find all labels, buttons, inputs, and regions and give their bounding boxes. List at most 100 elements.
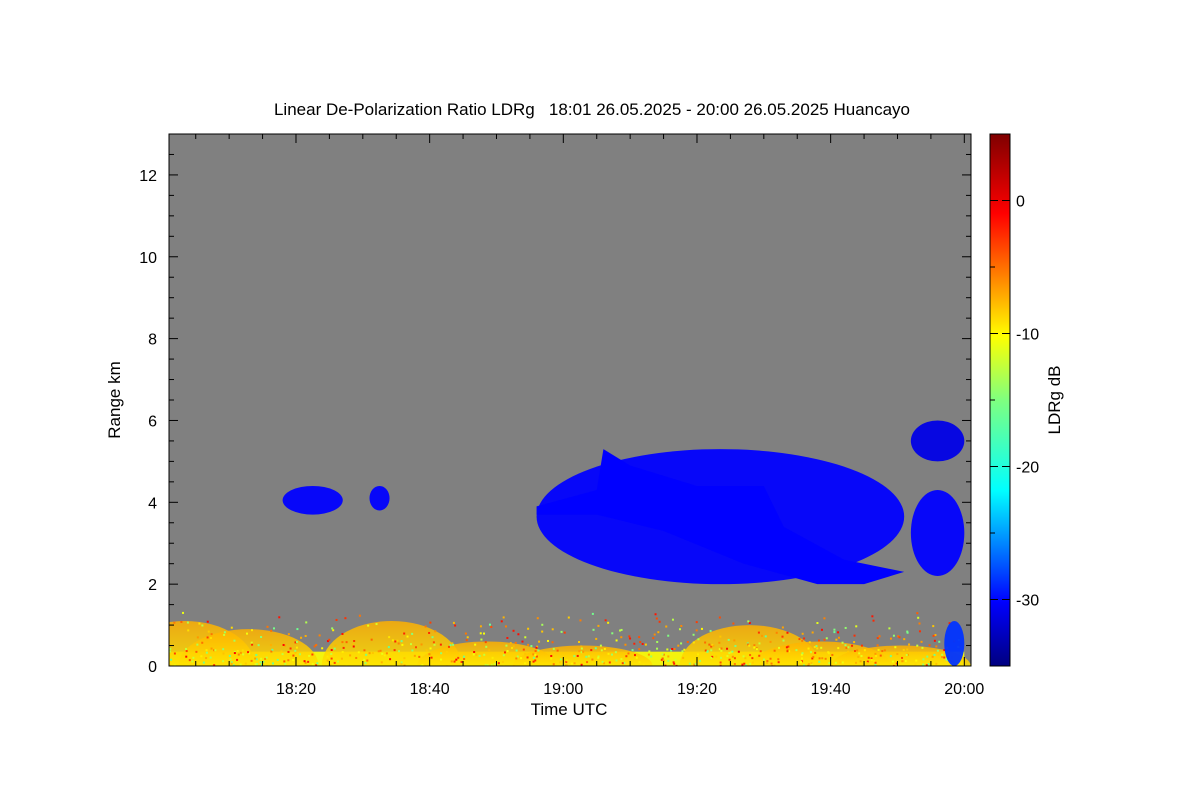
- echo-speck: [808, 641, 811, 644]
- echo-speck: [704, 649, 707, 652]
- echo-speck: [452, 621, 455, 624]
- echo-speck: [385, 652, 388, 655]
- echo-speck: [724, 655, 727, 658]
- echo-speck: [428, 631, 431, 634]
- echo-speck: [777, 661, 780, 664]
- echo-speck: [479, 625, 482, 628]
- echo-speck: [364, 662, 367, 665]
- echo-speck: [614, 651, 617, 654]
- echo-speck: [935, 645, 938, 648]
- echo-speck: [672, 661, 675, 664]
- echo-speck: [411, 632, 414, 635]
- echo-speck: [837, 636, 840, 639]
- echo-speck: [565, 664, 568, 666]
- echo-speck: [755, 648, 758, 651]
- echo-speck: [397, 642, 400, 645]
- cloud-body: [910, 420, 965, 462]
- echo-speck: [169, 664, 172, 666]
- echo-speck: [534, 650, 537, 653]
- echo-speck: [888, 627, 891, 630]
- cloud-body: [944, 620, 965, 666]
- echo-speck: [592, 628, 595, 631]
- echo-speck: [719, 661, 722, 664]
- echo-speck: [673, 662, 676, 665]
- echo-speck: [620, 636, 623, 639]
- echo-speck: [330, 657, 333, 660]
- echo-speck: [814, 651, 817, 654]
- echo-speck: [718, 616, 721, 619]
- echo-speck: [379, 649, 382, 652]
- echo-speck: [506, 636, 509, 639]
- echo-speck: [749, 654, 752, 657]
- x-tick-label: 20:00: [944, 681, 984, 698]
- echo-speck: [704, 641, 707, 644]
- echo-speck: [551, 628, 554, 631]
- echo-speck: [552, 647, 555, 650]
- echo-speck: [414, 646, 417, 649]
- echo-speck: [786, 650, 789, 653]
- echo-speck: [330, 652, 333, 655]
- echo-speck: [823, 638, 826, 641]
- echo-speck: [936, 649, 939, 652]
- echo-speck: [851, 644, 854, 647]
- echo-speck: [335, 618, 338, 621]
- cloud-layer-main-shape: [536, 449, 905, 585]
- echo-speck: [853, 650, 856, 653]
- echo-speck: [699, 659, 702, 662]
- echo-speck: [922, 658, 925, 661]
- plot-area: [168, 133, 972, 667]
- echo-speck: [580, 647, 583, 650]
- echo-speck: [245, 632, 248, 635]
- echo-speck: [807, 663, 810, 666]
- y-axis-label: Range km: [105, 361, 124, 438]
- echo-speck: [439, 658, 442, 661]
- echo-speck: [642, 664, 645, 666]
- echo-speck: [800, 661, 803, 664]
- echo-speck: [657, 631, 660, 634]
- echo-speck: [230, 661, 233, 664]
- echo-speck: [844, 644, 847, 647]
- echo-speck: [534, 654, 537, 657]
- echo-speck: [526, 656, 529, 659]
- echo-speck: [620, 658, 623, 661]
- echo-speck: [486, 664, 489, 666]
- echo-speck: [236, 658, 239, 661]
- echo-speck: [328, 638, 331, 641]
- echo-speck: [493, 663, 496, 666]
- colorbar-tick-label: -30: [1016, 593, 1039, 610]
- echo-speck: [563, 631, 566, 634]
- echo-speck: [872, 619, 875, 622]
- echo-speck: [501, 660, 504, 663]
- echo-speck: [648, 650, 651, 653]
- echo-speck: [778, 646, 781, 649]
- echo-speck: [801, 657, 804, 660]
- echo-speck: [820, 628, 823, 631]
- echo-speck: [462, 655, 465, 658]
- echo-speck: [831, 653, 834, 656]
- echo-speck: [870, 657, 873, 660]
- echo-speck: [222, 648, 225, 651]
- echo-speck: [512, 645, 515, 648]
- echo-speck: [798, 638, 801, 641]
- echo-speck: [718, 648, 721, 651]
- echo-speck: [753, 644, 756, 647]
- echo-speck: [380, 661, 383, 664]
- echo-speck: [728, 652, 731, 655]
- echo-speck: [660, 658, 663, 661]
- echo-speck: [283, 660, 286, 663]
- echo-speck: [326, 640, 329, 643]
- echo-speck: [889, 655, 892, 658]
- echo-speck: [440, 652, 443, 655]
- echo-speck: [837, 647, 840, 650]
- echo-speck: [272, 627, 275, 630]
- echo-speck: [371, 652, 374, 655]
- echo-speck: [524, 652, 527, 655]
- echo-speck: [368, 652, 371, 655]
- echo-speck: [239, 651, 242, 654]
- echo-speck: [472, 653, 475, 656]
- echo-speck: [329, 663, 332, 666]
- echo-speck: [877, 648, 880, 651]
- echo-speck: [638, 636, 641, 639]
- echo-speck: [512, 629, 515, 632]
- echo-speck: [720, 656, 723, 659]
